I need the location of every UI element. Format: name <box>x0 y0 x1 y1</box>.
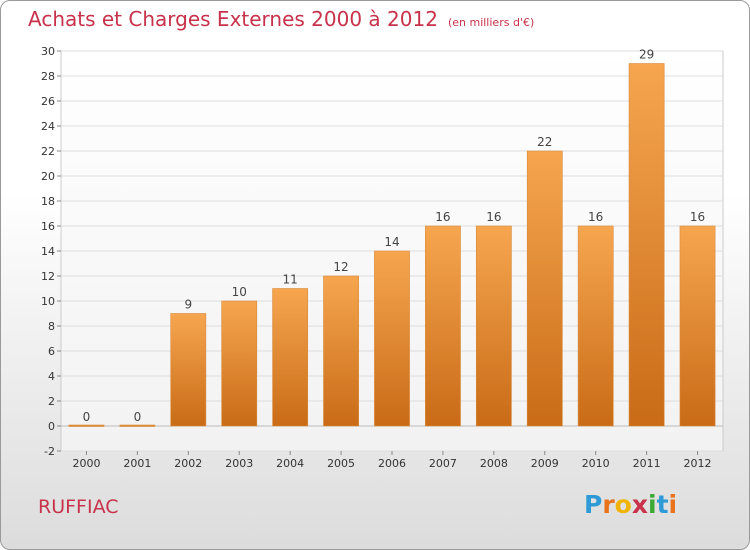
y-tick-label: 0 <box>48 420 55 433</box>
value-label-2002: 9 <box>184 298 192 312</box>
bar-2008 <box>475 225 512 427</box>
y-tick-label: 26 <box>41 95 55 108</box>
bar-2006 <box>374 250 410 427</box>
x-tick-label-2009: 2009 <box>531 457 559 470</box>
y-tick-label: 12 <box>41 270 55 283</box>
y-tick-label: 30 <box>41 45 55 58</box>
value-label-2005: 12 <box>333 260 348 274</box>
bar-2010 <box>577 225 614 427</box>
x-tick-label-2012: 2012 <box>684 457 712 470</box>
y-tick-label: 28 <box>41 70 55 83</box>
bar-2004 <box>272 288 309 427</box>
value-label-2003: 10 <box>232 285 247 299</box>
logo-letter: x <box>631 490 648 519</box>
y-tick-label: -2 <box>44 445 55 458</box>
y-tick-label: 22 <box>41 145 55 158</box>
value-label-2008: 16 <box>486 210 501 224</box>
logo-letter: o <box>614 490 632 519</box>
x-tick-label-2001: 2001 <box>123 457 151 470</box>
x-tick-label-2007: 2007 <box>429 457 457 470</box>
y-tick-label: 10 <box>41 295 55 308</box>
y-tick-label: 4 <box>48 370 55 383</box>
x-tick-label-2005: 2005 <box>327 457 355 470</box>
value-label-2004: 11 <box>283 273 298 287</box>
value-labels: 0 0 9 10 11 12 14 16 16 22 16 29 16 <box>83 48 706 425</box>
bar-2000 <box>68 424 105 427</box>
y-tick-label: 6 <box>48 345 55 358</box>
bar-2003 <box>221 300 258 427</box>
y-tick-label: 24 <box>41 120 55 133</box>
logo-letter: r <box>602 490 615 519</box>
value-label-2007: 16 <box>435 210 450 224</box>
value-label-2012: 16 <box>690 210 705 224</box>
x-tick-label-2000: 2000 <box>72 457 100 470</box>
chart-unit: (en milliers d'€) <box>447 16 535 29</box>
y-tick-label: 14 <box>41 245 55 258</box>
chart-title-row: Achats et Charges Externes 2000 à 2012 (e… <box>28 7 534 31</box>
logo-letter: i <box>648 490 657 519</box>
bar-2005 <box>323 275 359 427</box>
logo-letter: i <box>668 490 678 519</box>
bar-2011 <box>628 63 665 427</box>
bar-2001 <box>119 424 156 427</box>
y-tick-label: 20 <box>41 170 55 183</box>
bar-2002 <box>170 313 207 427</box>
y-tick-label: 8 <box>48 320 55 333</box>
x-axis-ticks: 2000 2001 2002 2003 2004 2005 2006 2007 2008 2009… <box>72 451 712 470</box>
x-tick-label-2004: 2004 <box>276 457 304 470</box>
value-label-2001: 0 <box>134 410 142 424</box>
y-tick-label: 18 <box>41 195 55 208</box>
bar-2007 <box>425 225 461 427</box>
value-label-2011: 29 <box>639 48 654 62</box>
x-tick-label-2003: 2003 <box>225 457 253 470</box>
chart-title: Achats et Charges Externes 2000 à 2012 <box>28 7 438 31</box>
x-tick-label-2006: 2006 <box>378 457 406 470</box>
value-label-2009: 22 <box>537 135 552 149</box>
value-label-2000: 0 <box>83 410 91 424</box>
logo-letter: P <box>584 490 603 519</box>
logo-letter: t <box>656 490 669 519</box>
x-tick-label-2002: 2002 <box>174 457 202 470</box>
bars <box>68 63 716 427</box>
value-label-2010: 16 <box>588 210 603 224</box>
y-tick-label: 2 <box>48 395 55 408</box>
commune-name: RUFFIAC <box>38 496 119 518</box>
x-tick-label-2011: 2011 <box>633 457 661 470</box>
proxiti-logo: Proxiti <box>584 490 677 519</box>
bar-2012 <box>679 225 716 427</box>
bar-2009 <box>526 150 563 427</box>
x-tick-label-2008: 2008 <box>480 457 508 470</box>
x-tick-label-2010: 2010 <box>582 457 610 470</box>
y-tick-label: 16 <box>41 220 55 233</box>
value-label-2006: 14 <box>384 235 399 249</box>
